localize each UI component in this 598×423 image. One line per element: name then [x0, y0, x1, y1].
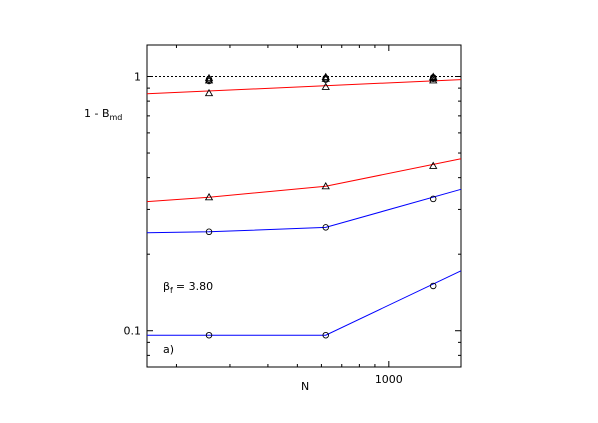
near-one-group-3-point-2	[429, 75, 437, 82]
near-one-group-1-point-0	[204, 76, 214, 84]
near-one-group-1-point-2	[429, 73, 438, 82]
y-tick-label-0: 0.1	[124, 325, 142, 338]
beta-annotation: βf = 3.80	[163, 280, 213, 295]
near-one-group-0-point-0	[204, 73, 214, 82]
y-axis-label-sub: md	[110, 113, 123, 122]
x-tick-label-0: 1000	[375, 373, 403, 386]
near-one-group-0-point-1	[321, 72, 330, 81]
near-one-group-2-point-0	[205, 76, 213, 83]
beta-value: = 3.80	[176, 280, 213, 293]
plot-frame	[146, 44, 462, 368]
series-1-line	[146, 158, 462, 203]
near-one-group-3-point-1	[322, 76, 329, 83]
series-2-point-0	[205, 228, 213, 236]
series-0-point-1	[321, 82, 330, 90]
x-axis-label: N	[301, 380, 309, 393]
beta-symbol: β	[163, 280, 170, 293]
series-layer	[146, 72, 462, 339]
panel-label: a)	[163, 343, 174, 356]
y-tick-label-1: 1	[134, 70, 141, 83]
ticks-layer: 0.1 1 1000	[124, 45, 461, 386]
y-axis-label: 1 - Bmd	[84, 107, 122, 122]
series-0-line	[146, 79, 462, 95]
series-2-line	[146, 188, 462, 234]
series-1-point-2	[429, 161, 438, 169]
series-0-point-0	[204, 88, 214, 97]
beta-subscript: f	[170, 286, 173, 295]
series-1-point-1	[321, 181, 330, 190]
series-3-point-0	[205, 331, 213, 339]
series-3-point-2	[429, 282, 437, 290]
near-one-group-3-point-0	[205, 77, 213, 85]
y-axis-label-main: 1 - B	[84, 107, 110, 120]
series-3-point-1	[322, 331, 329, 339]
series-1-point-0	[204, 192, 214, 201]
series-2-point-2	[429, 195, 437, 203]
series-2-point-1	[322, 224, 329, 231]
series-3-line	[147, 270, 462, 336]
